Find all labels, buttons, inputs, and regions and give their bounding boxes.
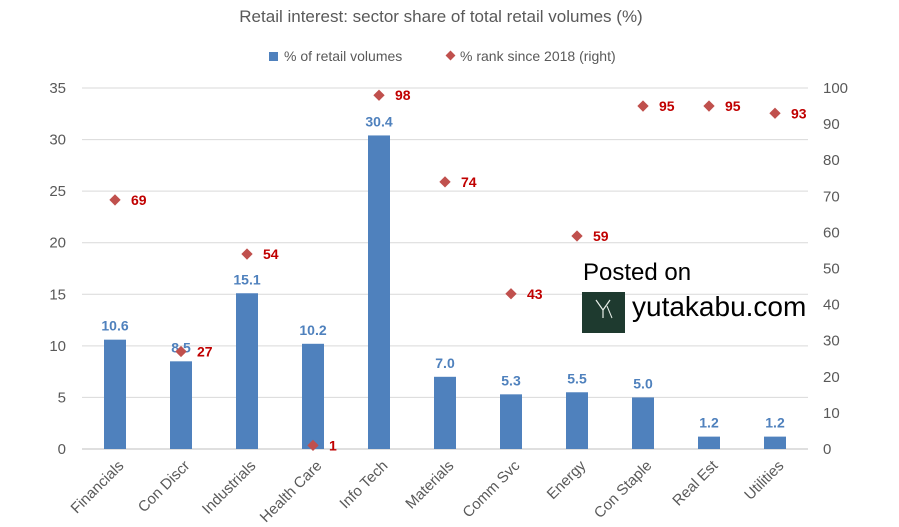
right-tick-label: 20: [823, 369, 840, 386]
bar-value-label: 5.5: [567, 370, 587, 386]
rank-value-label: 95: [659, 98, 675, 114]
bar-value-label: 5.0: [633, 375, 653, 391]
gridlines: [82, 87, 808, 398]
rank-marker: [571, 230, 583, 242]
left-tick-label: 10: [49, 338, 66, 355]
category-label: Real Est: [669, 457, 722, 510]
bar-value-label: 1.2: [699, 415, 719, 431]
rank-value-label: 74: [461, 174, 477, 190]
bar-value-label: 10.6: [101, 318, 128, 334]
rank-value-label: 1: [329, 437, 337, 453]
legend-bar-swatch: [269, 52, 278, 61]
right-tick-label: 100: [823, 80, 848, 97]
watermark-posted-on: Posted on: [583, 259, 691, 286]
left-axis: 0 5 10 15 20 25 30 35: [49, 80, 66, 458]
right-tick-label: 70: [823, 188, 840, 205]
rank-marker: [241, 248, 253, 260]
left-tick-label: 25: [49, 183, 66, 200]
rank-value-label: 59: [593, 228, 609, 244]
rank-value-label: 95: [725, 98, 741, 114]
bar-series: [104, 135, 786, 449]
bar: [302, 343, 324, 449]
right-tick-label: 90: [823, 116, 840, 133]
rank-marker: [703, 100, 715, 112]
category-label: Energy: [544, 457, 590, 503]
rank-value-label: 54: [263, 246, 279, 262]
legend-diamond-swatch: [445, 50, 456, 61]
bar: [236, 293, 258, 449]
legend: % of retail volumes % rank since 2018 (r…: [269, 48, 616, 64]
left-tick-label: 0: [58, 441, 66, 458]
rank-value-label: 69: [131, 192, 147, 208]
right-tick-label: 60: [823, 224, 840, 241]
right-tick-label: 10: [823, 405, 840, 422]
bar-value-label: 7.0: [435, 355, 455, 371]
right-tick-label: 0: [823, 441, 831, 458]
category-label: Industrials: [199, 457, 259, 517]
left-tick-label: 5: [58, 389, 66, 406]
bar-value-label: 10.2: [299, 322, 326, 338]
rank-marker: [109, 194, 121, 206]
right-axis: 0 10 20 30 40 50 60 70 80 90 100: [823, 80, 848, 458]
rank-marker: [769, 107, 781, 119]
bar: [764, 436, 786, 449]
bar: [368, 135, 390, 449]
bar-data-labels: 10.68.515.110.230.47.05.35.55.01.21.2: [101, 113, 785, 430]
bar-value-label: 1.2: [765, 415, 785, 431]
right-tick-label: 50: [823, 261, 840, 278]
category-label: Con Discr: [135, 457, 194, 516]
rank-value-label: 43: [527, 286, 543, 302]
rank-marker: [373, 89, 385, 101]
watermark-logo-mark-icon: [595, 299, 613, 319]
left-tick-label: 30: [49, 132, 66, 149]
category-label: Health Care: [257, 457, 326, 526]
legend-bar-label: % of retail volumes: [284, 48, 402, 64]
rank-value-label: 27: [197, 344, 213, 360]
left-tick-label: 15: [49, 286, 66, 303]
category-label: Info Tech: [336, 457, 391, 512]
right-tick-label: 40: [823, 297, 840, 314]
right-tick-label: 80: [823, 152, 840, 169]
rank-marker: [505, 288, 517, 300]
rank-data-labels: 69 27 54 1 98 74 43 59 95 95 93: [131, 87, 807, 453]
rank-marker: [307, 439, 319, 452]
left-tick-label: 20: [49, 235, 66, 252]
category-label: Con Staple: [591, 457, 656, 522]
category-label: Financials: [68, 457, 128, 517]
bar: [632, 397, 654, 449]
chart-title: Retail interest: sector share of total r…: [239, 7, 642, 26]
category-label: Utilities: [741, 457, 787, 503]
category-label: Materials: [402, 457, 457, 512]
rank-marker: [637, 100, 649, 112]
watermark-site: yutakabu.com: [632, 291, 806, 322]
rank-value-label: 98: [395, 87, 411, 103]
rank-value-label: 93: [791, 105, 807, 121]
rank-marker: [439, 176, 451, 188]
bar: [170, 361, 192, 449]
rank-marker: [175, 345, 187, 358]
bar: [500, 394, 522, 449]
right-tick-label: 30: [823, 333, 840, 350]
left-tick-label: 35: [49, 80, 66, 97]
bar-value-label: 5.3: [501, 372, 521, 388]
watermark: Posted on yutakabu.com: [582, 259, 806, 333]
bar: [566, 392, 588, 449]
bar: [104, 339, 126, 449]
bar-value-label: 30.4: [365, 113, 392, 129]
bar-value-label: 15.1: [233, 271, 260, 287]
category-label: Comm Svc: [459, 457, 523, 521]
bar: [434, 376, 456, 449]
bar: [698, 436, 720, 449]
legend-rank-label: % rank since 2018 (right): [460, 48, 616, 64]
